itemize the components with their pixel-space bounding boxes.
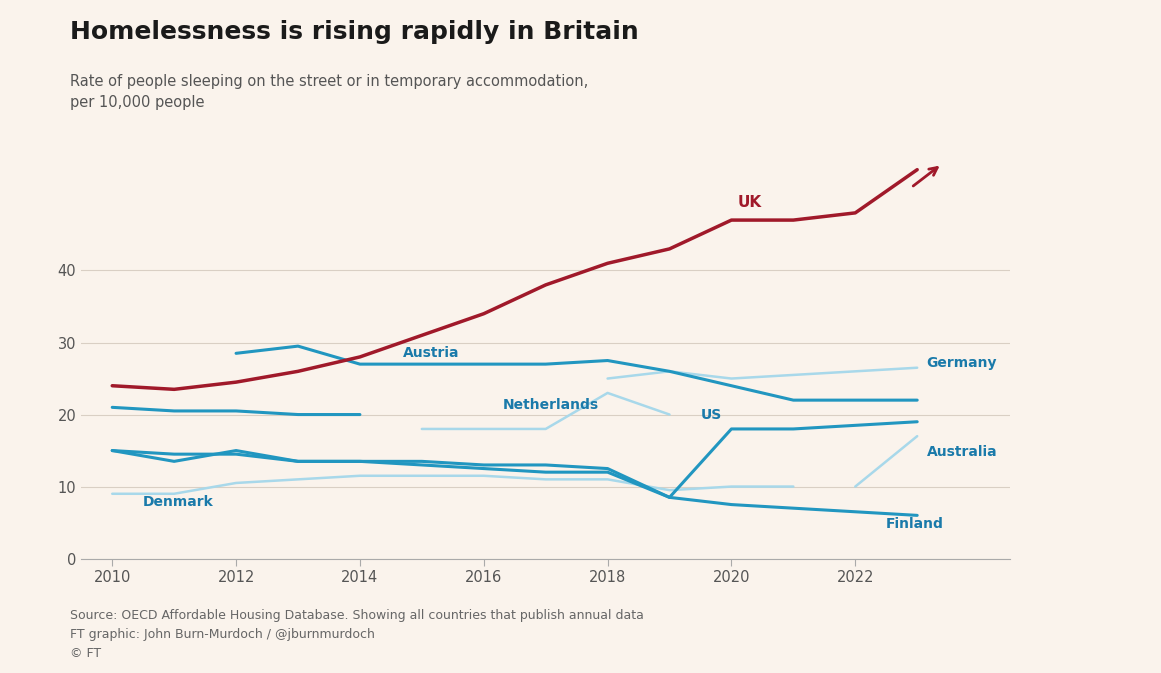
Text: US: US [700, 408, 722, 421]
Text: Rate of people sleeping on the street or in temporary accommodation,
per 10,000 : Rate of people sleeping on the street or… [70, 74, 587, 110]
Text: Source: OECD Affordable Housing Database. Showing all countries that publish ann: Source: OECD Affordable Housing Database… [70, 608, 643, 660]
Text: Australia: Australia [926, 445, 997, 459]
Text: Denmark: Denmark [143, 495, 214, 509]
Text: Austria: Austria [403, 347, 460, 360]
Text: Homelessness is rising rapidly in Britain: Homelessness is rising rapidly in Britai… [70, 20, 639, 44]
Text: UK: UK [737, 194, 762, 209]
Text: Netherlands: Netherlands [503, 398, 598, 412]
Text: Germany: Germany [926, 356, 997, 369]
Text: Finland: Finland [886, 517, 944, 531]
